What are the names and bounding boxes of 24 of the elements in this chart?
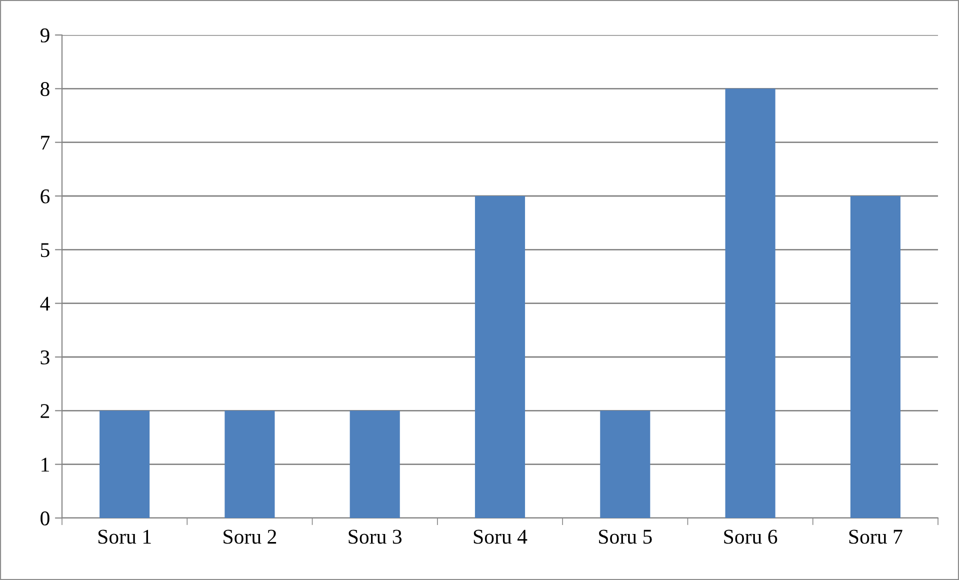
x-tick-label: Soru 4 xyxy=(474,530,528,544)
y-tick-label: 4 xyxy=(40,296,50,311)
y-tick-label: 5 xyxy=(40,243,50,258)
y-tick-label: 0 xyxy=(40,511,50,526)
x-tick-label: Soru 6 xyxy=(724,530,778,544)
x-tick-label: Soru 3 xyxy=(348,530,402,544)
bar xyxy=(350,410,400,518)
bar xyxy=(600,410,650,518)
x-tick-label: Soru 1 xyxy=(98,530,151,544)
bar xyxy=(725,88,776,518)
bar xyxy=(474,196,526,518)
y-tick-label: 9 xyxy=(40,28,50,42)
x-tick-label: Soru 5 xyxy=(599,530,652,544)
y-tick-label: 6 xyxy=(40,189,50,204)
bar xyxy=(100,410,150,518)
y-tick-label: 8 xyxy=(40,82,50,96)
y-tick-label: 2 xyxy=(40,404,50,418)
y-tick-label: 3 xyxy=(40,350,50,364)
x-tick-label: Soru 2 xyxy=(224,530,276,544)
bar xyxy=(224,410,275,518)
bar xyxy=(850,196,900,518)
x-tick-label: Soru 7 xyxy=(849,530,902,544)
y-tick-label: 7 xyxy=(41,136,50,150)
y-tick-label: 1 xyxy=(42,458,49,472)
